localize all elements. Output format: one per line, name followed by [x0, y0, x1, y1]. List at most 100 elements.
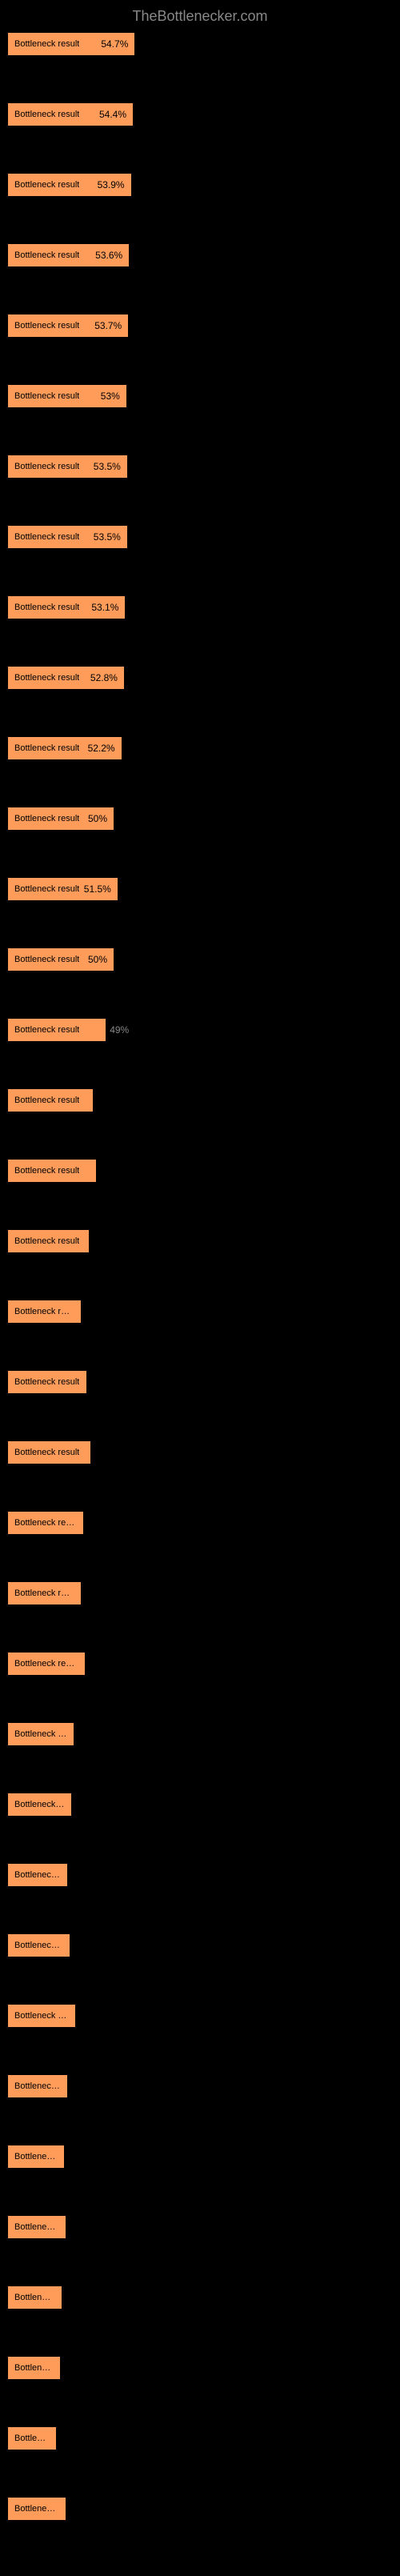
bar[interactable]: Bottleneck result [8, 1160, 96, 1182]
bar-value: 53.9% [98, 179, 125, 190]
bar-container: Bottleneck result52.2% [8, 737, 392, 759]
bar[interactable]: Bottleneck result [8, 2427, 56, 2450]
bar-container: Bottleneck result50% [8, 948, 392, 971]
bar-value: 50% [88, 954, 107, 965]
bar-container: Bottleneck result [8, 1653, 392, 1675]
bar-row: Bottleneck result [8, 2075, 392, 2131]
bar[interactable]: Bottleneck result [8, 1371, 86, 1393]
bar[interactable]: Bottleneck result51.5% [8, 878, 118, 900]
bar-container: Bottleneck result [8, 1793, 392, 1816]
bar-container: Bottleneck result [8, 1512, 392, 1534]
bar-value: 49% [110, 1024, 129, 1036]
bar[interactable]: Bottleneck result [8, 1864, 67, 1886]
bar-row: Bottleneck result [8, 2357, 392, 2413]
bar-row: Bottleneck result [8, 1089, 392, 1145]
bar[interactable]: Bottleneck result54.7% [8, 33, 134, 55]
bar-row: Bottleneck result53.5% [8, 526, 392, 582]
bar-label: Bottleneck result [14, 391, 79, 401]
bar[interactable]: Bottleneck result53.1% [8, 596, 125, 619]
bar[interactable]: Bottleneck result [8, 1230, 89, 1252]
page-title: TheBottlenecker.com [8, 8, 392, 25]
bar[interactable]: Bottleneck result53.6% [8, 244, 129, 266]
bar-label: Bottleneck result [14, 2504, 59, 2514]
bar-value: 53% [101, 391, 120, 402]
bar[interactable]: Bottleneck result [8, 1934, 70, 1957]
bar-row: Bottleneck result [8, 1512, 392, 1568]
bar-container: Bottleneck result 53% [8, 385, 392, 407]
bar-row: Bottleneck result53.1% [8, 596, 392, 652]
bar-value: 54.4% [99, 109, 126, 120]
bar-container: Bottleneck result53.6% [8, 244, 392, 266]
bar-label: Bottleneck result [14, 250, 79, 260]
bar[interactable]: Bottleneck result53.7% [8, 314, 128, 337]
bar-container: Bottleneck result [8, 2216, 392, 2238]
bar-container: Bottleneck result [8, 1371, 392, 1393]
bar[interactable]: Bottleneck result54.4% [8, 103, 133, 126]
bar[interactable]: Bottleneck result53.9% [8, 174, 131, 196]
bar[interactable]: Bottleneck result53.5% [8, 455, 127, 478]
bar[interactable]: Bottleneck result52.2% [8, 737, 122, 759]
bar-container: Bottleneck result [8, 2498, 392, 2520]
bar[interactable]: Bottleneck result [8, 2075, 67, 2097]
bar-row: Bottleneck result 49% [8, 1019, 392, 1075]
bar-label: Bottleneck result [14, 814, 79, 823]
bar-row: Bottleneck result50% [8, 807, 392, 863]
bar-container: Bottleneck result52.8% [8, 667, 392, 689]
bar[interactable]: Bottleneck result [8, 1300, 81, 1323]
bar-container: Bottleneck result53.1% [8, 596, 392, 619]
bar[interactable]: Bottleneck result [8, 1793, 71, 1816]
bar[interactable]: Bottleneck result 53% [8, 385, 126, 407]
bar-container: Bottleneck result51.5% [8, 878, 392, 900]
bar-row: Bottleneck result [8, 1441, 392, 1497]
bar[interactable]: Bottleneck result50% [8, 807, 114, 830]
bar-container: Bottleneck result [8, 2145, 392, 2168]
bar[interactable]: Bottleneck result53.5% [8, 526, 127, 548]
bar-label: Bottleneck result [14, 1377, 79, 1387]
bar-label: Bottleneck result [14, 462, 79, 471]
bar-container: Bottleneck result [8, 1934, 392, 1957]
bar[interactable]: Bottleneck result52.8% [8, 667, 124, 689]
bar-container: Bottleneck result53.5% [8, 526, 392, 548]
bar[interactable]: Bottleneck result [8, 1653, 85, 1675]
bar[interactable]: Bottleneck result50% [8, 948, 114, 971]
bar[interactable]: Bottleneck result [8, 1582, 81, 1604]
bar[interactable]: Bottleneck result [8, 2216, 66, 2238]
bar[interactable]: Bottleneck result [8, 1512, 83, 1534]
bar-container: Bottleneck result53.9% [8, 174, 392, 196]
bar-row: Bottleneck result52.8% [8, 667, 392, 723]
bar-row: Bottleneck result [8, 1371, 392, 1427]
bar[interactable]: Bottleneck result [8, 2498, 66, 2520]
bar-row: Bottleneck result54.4% [8, 103, 392, 159]
bar-row: Bottleneck result54.7% [8, 33, 392, 89]
bar[interactable]: Bottleneck result [8, 2286, 62, 2309]
bar-row: Bottleneck result [8, 1160, 392, 1216]
bar-row: Bottleneck result50% [8, 948, 392, 1004]
bar-container: Bottleneck result54.7% [8, 33, 392, 55]
bar-label: Bottleneck result [14, 2363, 54, 2373]
bar-row: Bottleneck result53.6% [8, 244, 392, 300]
bar[interactable]: Bottleneck result [8, 2005, 75, 2027]
bar[interactable]: Bottleneck result [8, 1089, 93, 1112]
bar-label: Bottleneck result [14, 1096, 79, 1105]
bar-container: Bottleneck result54.4% [8, 103, 392, 126]
bar-row: Bottleneck result [8, 1723, 392, 1779]
bar-label: Bottleneck result [14, 2011, 69, 2021]
bar-label: Bottleneck result [14, 532, 79, 542]
bar-value: 52.8% [90, 672, 118, 683]
bar-label: Bottleneck result [14, 1729, 67, 1739]
bar-row: Bottleneck result [8, 2005, 392, 2061]
bar-row: Bottleneck result [8, 1582, 392, 1638]
bar-value: 51.5% [84, 883, 111, 895]
bar[interactable]: Bottleneck result [8, 2145, 64, 2168]
bar-label: Bottleneck result [14, 2222, 59, 2232]
bar-label: Bottleneck result [14, 743, 79, 753]
bar-container: Bottleneck result53.7% [8, 314, 392, 337]
bar[interactable]: Bottleneck result [8, 1723, 74, 1745]
bar-row: Bottleneck result [8, 2145, 392, 2201]
bar[interactable]: Bottleneck result [8, 2357, 60, 2379]
bar-label: Bottleneck result [14, 1025, 79, 1035]
bar-label: Bottleneck result [14, 1800, 65, 1809]
bar[interactable]: Bottleneck result [8, 1441, 90, 1464]
bar[interactable]: Bottleneck result [8, 1019, 106, 1041]
bar-row: Bottleneck result [8, 1864, 392, 1920]
